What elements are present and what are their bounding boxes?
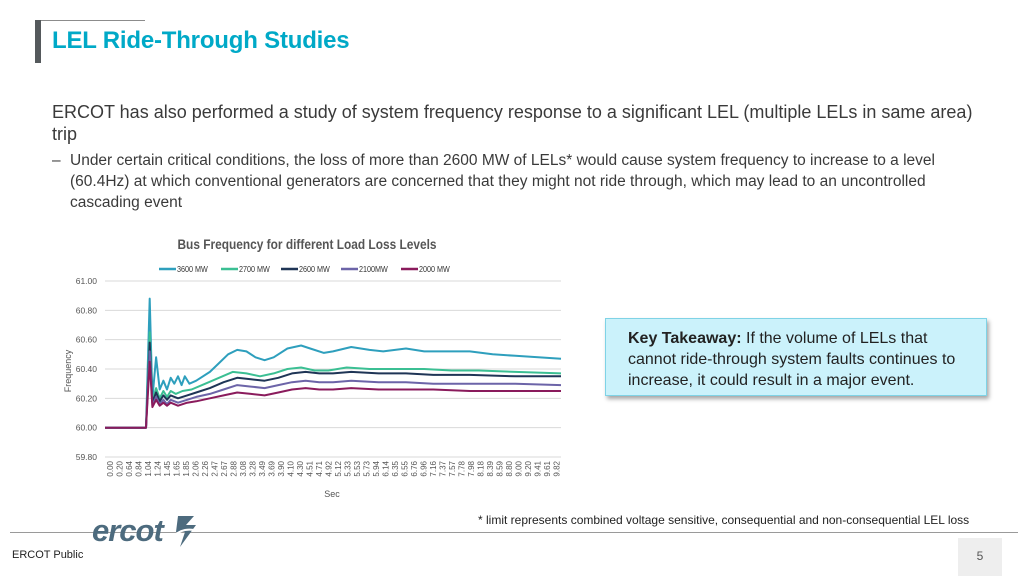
y-tick-label: 60.80 xyxy=(76,305,98,315)
x-tick-label: 8.18 xyxy=(476,460,485,476)
x-tick-label: 3.49 xyxy=(258,460,267,476)
y-tick-label: 59.80 xyxy=(76,452,98,462)
legend-label: 2000 MW xyxy=(419,264,450,274)
x-axis-label: Sec xyxy=(324,489,340,499)
legend-label: 3600 MW xyxy=(177,264,208,274)
x-tick-label: 6.55 xyxy=(400,460,409,476)
x-tick-label: 1.65 xyxy=(172,460,181,476)
logo-swoosh-icon xyxy=(173,528,195,537)
x-tick-label: 1.24 xyxy=(153,460,162,476)
x-tick-label: 7.57 xyxy=(448,460,457,476)
x-axis-ticks: 0.00 0.20 0.64 0.84 1.04 1.24 1.45 1.65 1.85 2.06… xyxy=(106,460,562,476)
x-tick-label: 8.39 xyxy=(486,460,495,476)
page-number-box: 5 xyxy=(958,538,1002,576)
y-tick-label: 60.40 xyxy=(76,364,98,374)
takeaway-text: If the volume of LELs that cannot ride-t… xyxy=(628,330,956,389)
x-tick-label: 6.35 xyxy=(391,460,400,476)
x-tick-label: 2.47 xyxy=(210,460,219,476)
x-tick-label: 0.20 xyxy=(115,460,124,476)
x-tick-label: 8.80 xyxy=(505,460,514,476)
x-tick-label: 2.26 xyxy=(201,460,210,476)
y-tick-label: 60.20 xyxy=(76,393,98,403)
page-number: 5 xyxy=(976,549,984,563)
x-tick-label: 8.59 xyxy=(495,460,504,476)
x-tick-label: 0.84 xyxy=(134,460,143,476)
x-tick-label: 9.41 xyxy=(533,460,542,476)
x-tick-label: 7.37 xyxy=(438,460,447,476)
x-tick-label: 3.90 xyxy=(277,460,286,476)
x-tick-label: 7.78 xyxy=(457,460,466,476)
x-tick-label: 1.45 xyxy=(163,460,172,476)
sub-bullet: – Under certain critical conditions, the… xyxy=(52,150,982,213)
x-tick-label: 5.94 xyxy=(372,460,381,476)
chart-series xyxy=(105,297,562,429)
series-line xyxy=(105,360,561,429)
y-axis-ticks: 61.00 60.80 60.60 60.40 60.20 60.00 59.80 xyxy=(76,276,98,462)
x-tick-label: 3.08 xyxy=(239,460,248,476)
chart-legend: 3600 MW 2700 MW 2600 MW 2100MW 2000 MW xyxy=(159,264,450,274)
x-tick-label: 4.30 xyxy=(296,460,305,476)
series-line xyxy=(105,297,562,429)
x-tick-label: 9.20 xyxy=(524,460,533,476)
x-tick-label: 5.73 xyxy=(362,460,371,476)
x-tick-label: 5.12 xyxy=(334,460,343,476)
legend-label: 2700 MW xyxy=(239,264,270,274)
x-tick-label: 4.51 xyxy=(305,460,314,476)
x-tick-label: 5.53 xyxy=(353,460,362,476)
y-tick-label: 60.00 xyxy=(76,423,98,433)
title-rule xyxy=(41,20,145,21)
series-line xyxy=(105,341,561,429)
x-tick-label: 7.16 xyxy=(429,460,438,476)
legend-label: 2100MW xyxy=(359,264,388,274)
x-tick-label: 4.92 xyxy=(324,460,333,476)
y-tick-label: 61.00 xyxy=(76,276,98,286)
x-tick-label: 2.88 xyxy=(229,460,238,476)
frequency-chart: Bus Frequency for different Load Loss Le… xyxy=(63,236,562,499)
title-accent-bar xyxy=(35,20,41,63)
x-tick-label: 3.28 xyxy=(248,460,257,476)
x-tick-label: 5.33 xyxy=(343,460,352,476)
x-tick-label: 0.00 xyxy=(106,460,115,476)
page-title: LEL Ride-Through Studies xyxy=(52,27,350,54)
y-tick-label: 60.60 xyxy=(76,335,98,345)
x-tick-label: 0.64 xyxy=(125,460,134,476)
y-axis-label: Frequency xyxy=(63,349,73,392)
x-tick-label: 9.00 xyxy=(514,460,523,476)
footer-classification: ERCOT Public xyxy=(12,549,84,561)
x-tick-label: 6.14 xyxy=(381,460,390,476)
logo-wordmark: ercot xyxy=(92,513,165,548)
intro-paragraph: ERCOT has also performed a study of syst… xyxy=(52,102,973,144)
chart-title: Bus Frequency for different Load Loss Le… xyxy=(177,236,436,252)
series-line xyxy=(105,331,562,429)
x-tick-label: 1.04 xyxy=(144,460,153,476)
x-tick-label: 6.76 xyxy=(410,460,419,476)
footer-divider xyxy=(10,532,1018,533)
x-tick-label: 1.85 xyxy=(182,460,191,476)
sub-bullet-text: Under certain critical conditions, the l… xyxy=(70,152,935,211)
x-tick-label: 4.10 xyxy=(286,460,295,476)
ercot-logo: ercot xyxy=(92,513,196,548)
x-tick-label: 2.67 xyxy=(220,460,229,476)
series-line xyxy=(105,350,562,429)
legend-label: 2600 MW xyxy=(299,264,330,274)
footnote: * limit represents combined voltage sens… xyxy=(478,513,970,527)
takeaway-label: Key Takeaway: xyxy=(628,330,742,347)
bullet-dash: – xyxy=(52,152,61,169)
x-tick-label: 9.61 xyxy=(543,460,552,476)
x-tick-label: 2.06 xyxy=(191,460,200,476)
logo-bolt-icon xyxy=(176,516,196,547)
key-takeaway-box: Key Takeaway: If the volume of LELs that… xyxy=(605,318,987,396)
x-tick-label: 3.69 xyxy=(267,460,276,476)
x-tick-label: 7.98 xyxy=(467,460,476,476)
x-tick-label: 4.71 xyxy=(315,460,324,476)
x-tick-label: 9.82 xyxy=(552,460,561,476)
x-tick-label: 6.96 xyxy=(419,460,428,476)
